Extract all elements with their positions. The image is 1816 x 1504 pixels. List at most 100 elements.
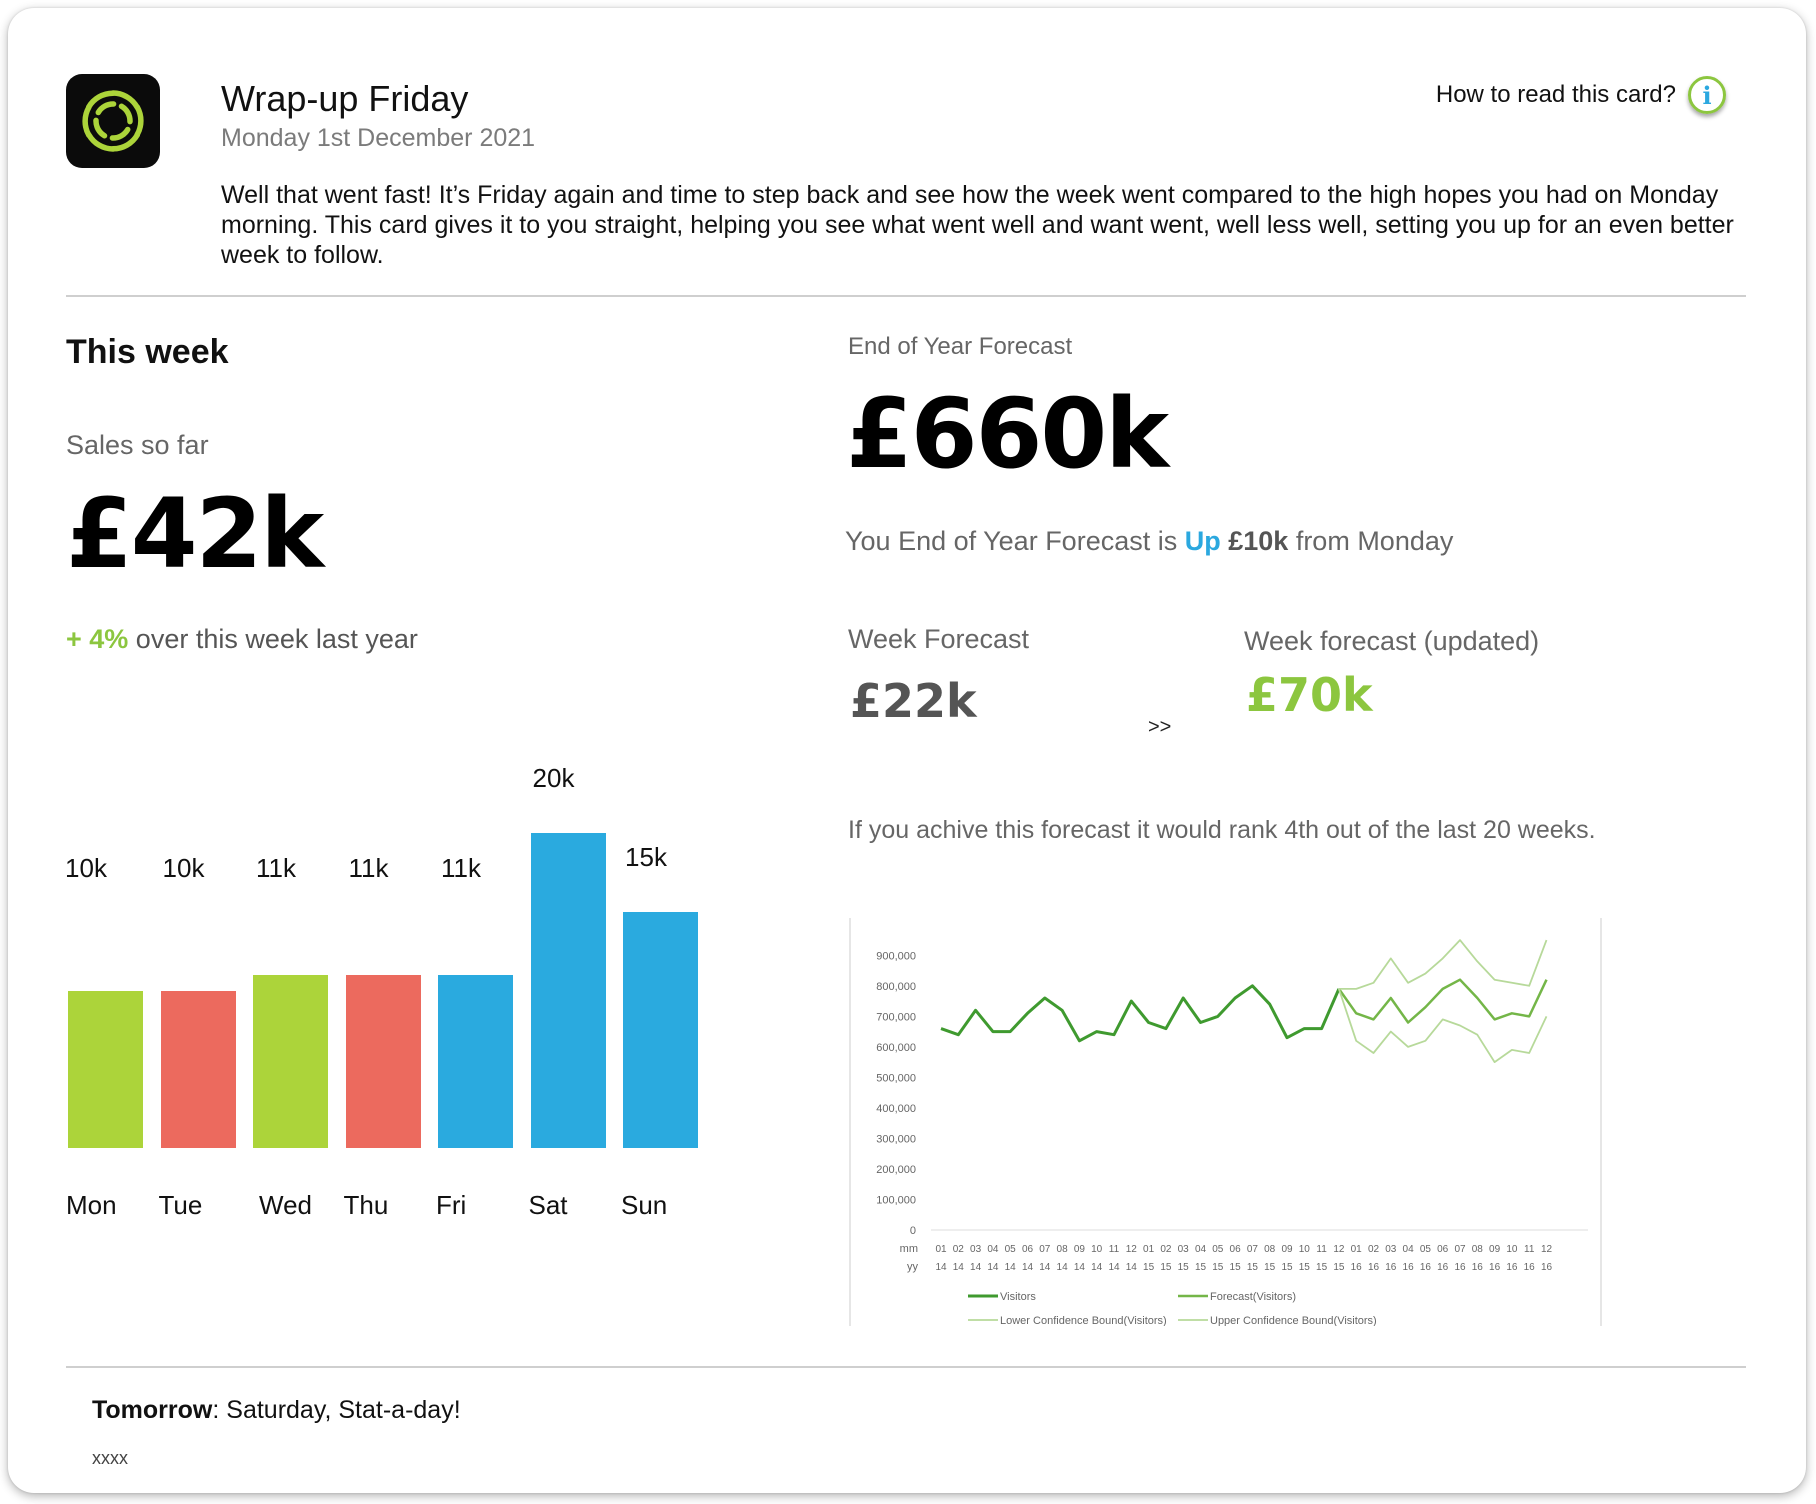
growth-caption: over this week last year (128, 624, 418, 654)
eoy-forecast-label: End of Year Forecast (848, 333, 1073, 360)
x-tick-year: 14 (1108, 1262, 1120, 1273)
x-tick-month: 11 (1524, 1244, 1535, 1255)
bar-sun (623, 911, 698, 1148)
bar-mon (68, 990, 143, 1148)
x-tick-year: 16 (1420, 1262, 1432, 1273)
eoy-change-prefix: You End of Year Forecast is (845, 526, 1185, 556)
x-tick-month: 08 (1472, 1244, 1484, 1255)
day-label: Thu (343, 1190, 389, 1220)
y-tick-label: 300,000 (876, 1134, 916, 1146)
bar-tue (160, 990, 236, 1148)
day-label: Sat (528, 1190, 568, 1220)
x-tick-month: 09 (1489, 1244, 1501, 1255)
x-tick-year: 14 (1126, 1262, 1138, 1273)
x-tick-month: 03 (970, 1244, 982, 1255)
x-tick-year: 14 (1005, 1262, 1017, 1273)
x-tick-month: 01 (1351, 1244, 1363, 1255)
growth-text: + 4% over this week last year (66, 624, 418, 655)
y-tick-label: 600,000 (876, 1042, 916, 1054)
bar-value-label: 20k (532, 763, 575, 793)
y-tick-label: 200,000 (876, 1164, 916, 1176)
series-line-0 (940, 984, 1341, 1043)
how-to-read-label[interactable]: How to read this card? (1435, 81, 1676, 108)
series-line-1 (1337, 978, 1548, 1024)
x-tick-year: 14 (953, 1262, 965, 1273)
x-tick-month: 06 (1230, 1244, 1242, 1255)
x-tick-year: 14 (1039, 1262, 1051, 1273)
x-tick-month: 11 (1316, 1244, 1327, 1255)
x-tick-year: 16 (1506, 1262, 1518, 1273)
x-tick-month: 03 (1178, 1244, 1190, 1255)
rank-text: If you achive this forecast it would ran… (848, 816, 1596, 844)
x-tick-year: 15 (1230, 1262, 1242, 1273)
x-tick-year: 14 (1022, 1262, 1034, 1273)
x-tick-month: 05 (1212, 1244, 1224, 1255)
tomorrow-label: Tomorrow (92, 1396, 213, 1424)
x-tick-year: 14 (970, 1262, 982, 1273)
legend-label: Visitors (1000, 1291, 1036, 1303)
x-tick-month: 04 (1403, 1244, 1415, 1255)
x-tick-year: 16 (1403, 1262, 1415, 1273)
x-tick-year: 16 (1454, 1262, 1466, 1273)
bar-value-label: 15k (625, 841, 667, 872)
footer-note: xxxx (92, 1448, 128, 1468)
growth-value: + 4% (66, 624, 129, 654)
x-tick-month: 03 (1385, 1244, 1397, 1255)
info-icon[interactable]: i (1688, 76, 1726, 114)
x-tick-month: 10 (1299, 1244, 1311, 1255)
x-tick-month: 05 (1420, 1244, 1432, 1255)
x-tick-month: 08 (1057, 1244, 1069, 1255)
week-forecast-updated-value: £70k (1246, 668, 1373, 722)
swirl-logo-icon (82, 90, 144, 152)
bar-fri (438, 974, 513, 1148)
y-tick-label: 400,000 (876, 1103, 916, 1115)
eoy-change-text: You End of Year Forecast is Up £10k from… (845, 526, 1453, 557)
x-tick-year: 15 (1299, 1262, 1311, 1273)
series-line-3 (1338, 939, 1548, 990)
x-tick-month: 02 (1368, 1244, 1380, 1255)
x-tick-month: 06 (1022, 1244, 1034, 1255)
y-tick-label: 0 (910, 1225, 916, 1237)
how-to-read-link[interactable]: How to read this card? i (1436, 76, 1726, 114)
x-tick-year: 15 (1333, 1262, 1345, 1273)
x-row-label-month: mm (900, 1243, 918, 1255)
app-logo (66, 74, 160, 168)
x-tick-year: 14 (935, 1262, 947, 1273)
x-tick-month: 12 (1333, 1244, 1345, 1255)
legend-label: Forecast(Visitors) (1210, 1291, 1296, 1303)
y-tick-label: 900,000 (876, 951, 916, 963)
x-tick-year: 15 (1143, 1262, 1155, 1273)
eoy-forecast-value: £660k (846, 378, 1169, 490)
x-tick-month: 09 (1074, 1244, 1086, 1255)
x-tick-month: 12 (1541, 1244, 1553, 1255)
bottom-divider (66, 1366, 1746, 1368)
card-title: Wrap-up Friday (221, 78, 469, 119)
x-tick-month: 11 (1109, 1244, 1120, 1255)
x-tick-year: 15 (1264, 1262, 1276, 1273)
wrap-up-card: Wrap-up Friday Monday 1st December 2021 … (8, 8, 1806, 1493)
series-line-2 (1338, 988, 1548, 1064)
intro-text: Well that went fast! It’s Friday again a… (221, 181, 1734, 269)
week-forecast-value: £22k (850, 674, 977, 728)
x-tick-year: 14 (1074, 1262, 1086, 1273)
tomorrow-line: Tomorrow: Saturday, Stat-a-day! (92, 1396, 461, 1425)
x-tick-year: 14 (1057, 1262, 1069, 1273)
x-tick-year: 15 (1281, 1262, 1293, 1273)
bar-value-label: 11k (256, 853, 296, 883)
legend-label: Lower Confidence Bound(Visitors) (1000, 1315, 1167, 1326)
x-tick-month: 08 (1264, 1244, 1276, 1255)
bar-value-label: 11k (348, 853, 389, 883)
eoy-change-direction: Up (1184, 526, 1221, 556)
sales-so-far-value: £42k (66, 478, 324, 590)
section-title-this-week: This week (66, 333, 229, 371)
card-date: Monday 1st December 2021 (221, 124, 536, 152)
x-tick-month: 02 (1160, 1244, 1172, 1255)
eoy-change-suffix: from Monday (1288, 526, 1454, 556)
x-tick-month: 04 (987, 1244, 999, 1255)
top-divider (66, 295, 1746, 297)
day-label: Mon (66, 1190, 117, 1220)
x-tick-month: 12 (1126, 1244, 1138, 1255)
x-tick-month: 01 (1143, 1244, 1155, 1255)
x-tick-month: 07 (1454, 1244, 1466, 1255)
x-tick-year: 16 (1385, 1262, 1397, 1273)
